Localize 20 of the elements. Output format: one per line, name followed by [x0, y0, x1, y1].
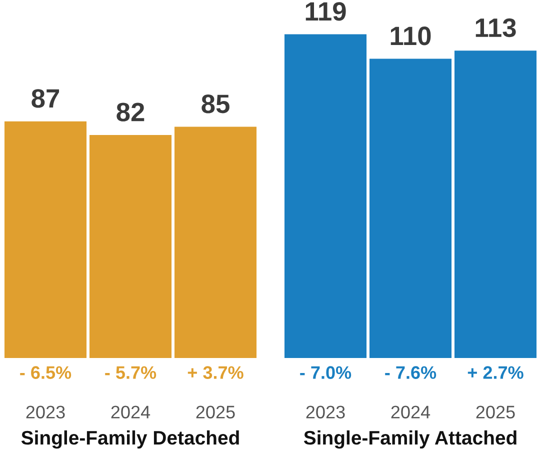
text: - 7.0% [300, 366, 352, 379]
x-tick-label: 2023 [26, 406, 65, 418]
x-tick-label: 2024 [111, 406, 150, 418]
x-tick-label: 2025 [196, 406, 235, 418]
x-axis-title: Single-Family Detached [21, 430, 239, 449]
text: + 2.7% [468, 366, 524, 379]
x-tick-label: 2025 [476, 406, 515, 418]
text: - 7.6% [385, 366, 436, 379]
data-label: 113 [476, 18, 516, 38]
data-label: 119 [306, 2, 346, 21]
data-label: 82 [116, 102, 144, 122]
data-label: 110 [390, 26, 431, 46]
x-tick-label: 2024 [391, 406, 430, 418]
text: - 6.5% [20, 366, 72, 379]
text: - 5.7% [105, 366, 156, 379]
data-label: 87 [32, 89, 60, 108]
text: + 3.7% [188, 366, 244, 379]
x-axis-title: Single-Family Attached [304, 430, 516, 449]
data-label: 85 [202, 94, 230, 114]
x-tick-label: 2023 [306, 406, 345, 418]
